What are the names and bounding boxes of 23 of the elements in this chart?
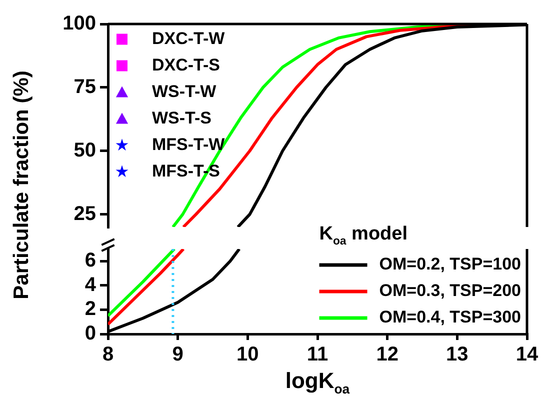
legend-label: WS-T-S — [152, 108, 212, 128]
x-tick-label: 14 — [516, 344, 539, 366]
legend-label: DXC-T-W — [152, 28, 226, 48]
y-axis-title: Particulate fraction (%) — [10, 70, 34, 300]
legend-label: OM=0.3, TSP=200 — [379, 281, 522, 300]
y-tick-label: 6 — [84, 250, 96, 272]
legend-label: OM=0.2, TSP=100 — [379, 254, 522, 274]
y-tick-label: 100 — [62, 12, 96, 35]
y-tick-label: 2 — [84, 298, 96, 320]
legend-label: WS-T-W — [152, 82, 218, 101]
legend-label: DXC-T-S — [152, 55, 220, 74]
x-tick-label: 10 — [236, 344, 259, 366]
y-tick-label: 4 — [84, 274, 97, 296]
x-tick-label: 8 — [102, 344, 114, 366]
y-tick-label: 50 — [74, 139, 96, 162]
x-tick-label: 9 — [172, 344, 184, 366]
y-tick-label: 25 — [74, 202, 96, 225]
x-tick-label: 11 — [306, 344, 328, 366]
y-tick-label: 0 — [84, 322, 96, 345]
y-tick-label: 75 — [74, 76, 96, 98]
x-tick-label: 13 — [446, 344, 468, 366]
legend-label: OM=0.4, TSP=300 — [379, 308, 522, 327]
x-tick-label: 12 — [376, 344, 398, 366]
